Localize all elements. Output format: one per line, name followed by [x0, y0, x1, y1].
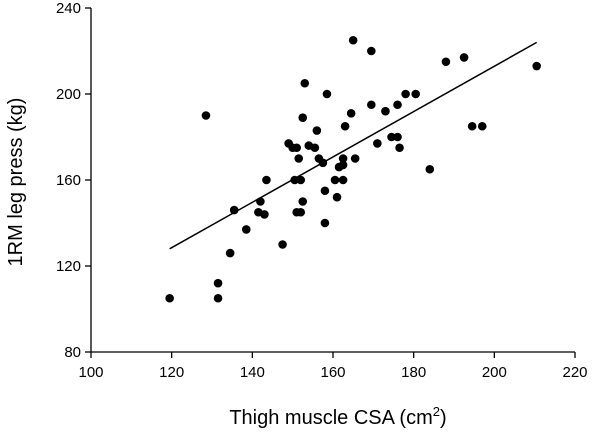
data-point: [348, 35, 358, 45]
data-point: [467, 121, 477, 131]
data-point: [320, 218, 330, 228]
regression-line: [169, 41, 538, 250]
data-point: [292, 143, 302, 153]
data-point: [260, 210, 269, 219]
y-tick-label: 160: [56, 172, 81, 189]
data-point: [225, 248, 235, 258]
data-point: [296, 175, 306, 185]
data-point: [338, 154, 348, 163]
y-tick-label: 80: [64, 344, 81, 361]
data-point: [298, 197, 308, 206]
data-point: [241, 225, 251, 234]
x-axis-ticks: 100 120 140 160 180 200 220: [78, 352, 588, 381]
data-point: [310, 143, 320, 153]
plot-area: [165, 35, 541, 303]
data-point: [367, 100, 376, 110]
data-point: [477, 121, 487, 131]
data-point: [294, 154, 304, 163]
x-tick-label: 140: [240, 364, 265, 381]
data-point: [213, 293, 223, 303]
x-axis-title: Thigh muscle CSA (cm2): [229, 404, 446, 429]
y-axis-title: 1RM leg press (kg): [5, 98, 27, 267]
x-axis-title-superscript: 2: [433, 404, 440, 419]
data-point: [395, 143, 404, 153]
data-point: [256, 197, 265, 206]
data-point: [296, 207, 306, 217]
data-point: [401, 89, 410, 99]
data-point: [300, 78, 310, 88]
data-point: [322, 89, 332, 99]
data-point: [213, 278, 223, 288]
x-tick-label: 220: [562, 364, 587, 381]
data-point: [318, 158, 328, 168]
x-axis-title-text: Thigh muscle CSA (cm: [229, 407, 432, 429]
data-point: [373, 139, 382, 148]
y-axis-ticks: 80 120 160 200 240: [56, 0, 91, 361]
data-point: [350, 154, 360, 163]
y-tick-label: 240: [56, 0, 81, 17]
x-tick-label: 120: [159, 364, 184, 381]
x-tick-label: 160: [320, 364, 345, 381]
x-tick-label: 200: [482, 364, 507, 381]
data-point: [165, 293, 174, 303]
data-point: [290, 175, 299, 185]
x-tick-label: 100: [78, 364, 103, 381]
data-point: [229, 205, 239, 215]
x-axis-title-suffix: ): [440, 407, 447, 429]
data-point: [340, 121, 350, 131]
data-point: [367, 46, 376, 56]
data-point: [441, 57, 451, 67]
data-point: [312, 126, 322, 135]
data-point: [298, 113, 308, 122]
data-point: [381, 106, 390, 116]
data-point: [459, 53, 469, 62]
x-tick-label: 180: [401, 364, 426, 381]
data-point: [332, 192, 342, 202]
data-point: [532, 61, 541, 71]
y-tick-label: 120: [56, 258, 81, 275]
data-point: [338, 160, 348, 170]
data-point: [278, 240, 287, 249]
data-point: [425, 164, 435, 174]
data-point: [201, 111, 211, 120]
data-point: [387, 132, 396, 142]
data-point: [262, 175, 271, 185]
data-point: [393, 132, 402, 142]
data-point: [411, 89, 420, 99]
data-point: [338, 175, 348, 185]
data-point: [330, 175, 340, 185]
data-point: [320, 186, 330, 196]
data-point: [393, 100, 402, 110]
data-point: [346, 109, 356, 118]
y-tick-label: 200: [56, 86, 81, 103]
